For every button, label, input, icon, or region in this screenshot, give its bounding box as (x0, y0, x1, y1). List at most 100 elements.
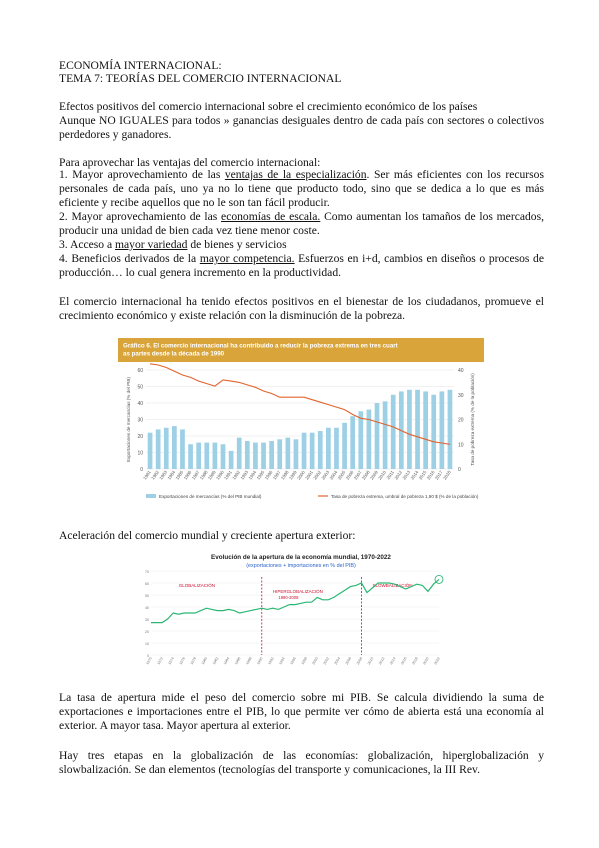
chart1-ytick-right: 20 (458, 418, 464, 424)
chart1-bar (334, 427, 339, 469)
chart2-xtick: 1976 (179, 657, 186, 666)
chart1-ytick-left: 40 (137, 401, 143, 407)
chart2-xtick: 1992 (267, 657, 274, 666)
chart1-bar (163, 427, 169, 469)
chart1-xtick: 2004 (329, 469, 339, 480)
chart2-xtick: 2022 (433, 657, 440, 666)
chart1-xtick: 1989 (207, 469, 217, 480)
chart1-bar (415, 389, 420, 469)
mayor-competencia-link: mayor competencia. (199, 252, 295, 265)
chart1-bar (172, 426, 177, 469)
chart1-ytick-left: 20 (137, 434, 143, 440)
especializacion-link: ventajas de la especialización (224, 168, 367, 181)
chart2-xtick: 2008 (356, 657, 363, 666)
chart1-title-line-1: Gráfico 6. El comercio internacional ha … (123, 343, 398, 350)
chart2-ytick: 40 (145, 606, 149, 610)
chart1-xtick: 2011 (386, 469, 396, 480)
chart1-bar (236, 437, 242, 469)
chart1-xtick: 2013 (402, 469, 412, 480)
chart1-xtick: 2000 (296, 469, 306, 480)
chart1-xtick: 2003 (320, 469, 330, 480)
chart1-legend-bars: Exportaciones de mercancías (% del PIB m… (159, 494, 262, 499)
chart1-bar (350, 416, 356, 469)
chart1-bar (180, 429, 185, 469)
chart2-xtick: 1970 (145, 657, 152, 666)
chart1-legend-swatch-bars (146, 494, 156, 498)
chart1-xtick: 1986 (183, 469, 193, 480)
ventaja-item-3: 3. Acceso a mayor variedad de bienes y s… (59, 238, 287, 251)
chart1-xtick: 2014 (410, 469, 420, 480)
chart1-ytick-left: 0 (140, 467, 143, 473)
chart1-bar (285, 437, 291, 469)
chart1-poverty-line (150, 363, 450, 445)
chart1-xtick: 1983 (158, 469, 168, 480)
chart1-xtick: 1994 (248, 469, 258, 480)
chart2-phase-label: SLOWBALIZACIÓN (373, 582, 413, 588)
chart2-xtick: 1982 (212, 657, 219, 666)
chart2-xtick: 1996 (289, 657, 296, 666)
chart1-xtick: 2006 (345, 469, 355, 480)
chart2-ytick: 0 (147, 654, 149, 658)
chart1-bar (277, 439, 283, 469)
chart2-xtick: 1986 (234, 657, 241, 666)
chart1-bar (188, 444, 193, 469)
chart1-bar (374, 403, 380, 469)
chart2-endpoint-marker (434, 574, 444, 584)
chart1-bar (366, 409, 372, 469)
chart1-xtick: 1991 (223, 469, 233, 480)
chart1-bar (326, 427, 331, 469)
chart1-xtick: 1996 (264, 469, 274, 480)
chart1-bar (447, 389, 453, 469)
chart1-xtick: 2012 (393, 469, 403, 480)
chart2-xtick: 2000 (312, 657, 319, 666)
chart2-ytick: 30 (145, 618, 149, 622)
chart2-xtick: 2014 (389, 657, 396, 666)
chart2-xtick: 2016 (400, 657, 407, 666)
chart2-xtick: 2006 (345, 657, 352, 666)
openness-chart: Evolución de la apertura de la economía … (143, 551, 459, 681)
chart1-title-line-2: as partes desde la década de 1990 (123, 351, 225, 358)
chart1-bar (196, 442, 202, 469)
chart2-xtick: 2012 (378, 657, 385, 666)
chart1-bar (212, 442, 218, 469)
mayor-variedad-link: mayor variedad (115, 238, 188, 251)
chart1-xtick: 1999 (288, 469, 298, 480)
chart2-ytick: 50 (145, 594, 149, 598)
chart1-title: Gráfico 6. El comercio internacional ha … (123, 343, 398, 358)
chart1-ylabel-right: Tasa de pobreza extrema (% de la poblaci… (470, 373, 475, 466)
chart2-phase-label: GLOBALIZACIÓN (179, 582, 215, 588)
tasa-paragraph: La tasa de apertura mide el peso del com… (59, 691, 544, 733)
chart1-ylabel-left: Exportaciones de mercancías (% del PIB) (126, 377, 131, 462)
chart1-bar (407, 389, 412, 469)
chart2-ytick: 10 (145, 642, 149, 646)
course-title: ECONOMÍA INTERNACIONAL: (59, 59, 222, 72)
chart2-xtick: 2018 (411, 657, 418, 666)
intro-line: Efectos positivos del comercio internaci… (59, 100, 478, 113)
chart1-bar (439, 391, 445, 469)
chart1-xtick: 2007 (353, 469, 363, 480)
ventaja-item-1: 1. Mayor aprovechamiento de las ventajas… (59, 168, 544, 210)
chart1-xtick: 1988 (199, 469, 209, 480)
chart2-xtick: 1978 (190, 657, 197, 666)
chart1-bar (155, 429, 161, 469)
chart1-xtick: 1984 (166, 469, 176, 480)
chart1-bar (293, 439, 299, 469)
chart1-bar (342, 422, 347, 469)
aceleracion-line: Aceleración del comercio mundial y creci… (59, 529, 356, 542)
chart1-xtick: 2009 (369, 469, 379, 480)
chart1-ytick-left: 30 (137, 418, 143, 424)
chart1-ytick-right: 40 (458, 368, 464, 374)
chart2-ytick: 20 (145, 630, 149, 634)
ventaja-item-2: 2. Mayor aprovechamiento de las economía… (59, 210, 544, 238)
chart1-bar (309, 432, 315, 469)
chart1-xtick: 1987 (191, 469, 201, 480)
chart1-title-band (118, 338, 484, 362)
chart1-bar (390, 394, 396, 469)
chart1-xtick: 2010 (377, 469, 387, 480)
chart1-xtick: 1995 (256, 469, 266, 480)
chart2-ytick: 60 (145, 582, 149, 586)
etapas-paragraph: Hay tres etapas en la globalización de l… (59, 749, 544, 777)
chart2-xtick: 2002 (323, 657, 330, 666)
chart2-xtick: 1974 (168, 657, 175, 666)
chart1-xtick: 1992 (231, 469, 241, 480)
